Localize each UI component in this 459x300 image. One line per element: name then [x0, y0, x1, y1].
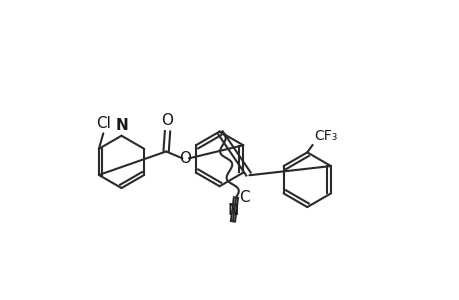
Text: Cl: Cl [95, 116, 111, 131]
Text: N: N [227, 203, 238, 218]
Text: O: O [161, 113, 173, 128]
Text: CF₃: CF₃ [313, 129, 337, 143]
Text: O: O [179, 151, 191, 166]
Text: C: C [239, 190, 250, 205]
Text: N: N [115, 118, 128, 134]
